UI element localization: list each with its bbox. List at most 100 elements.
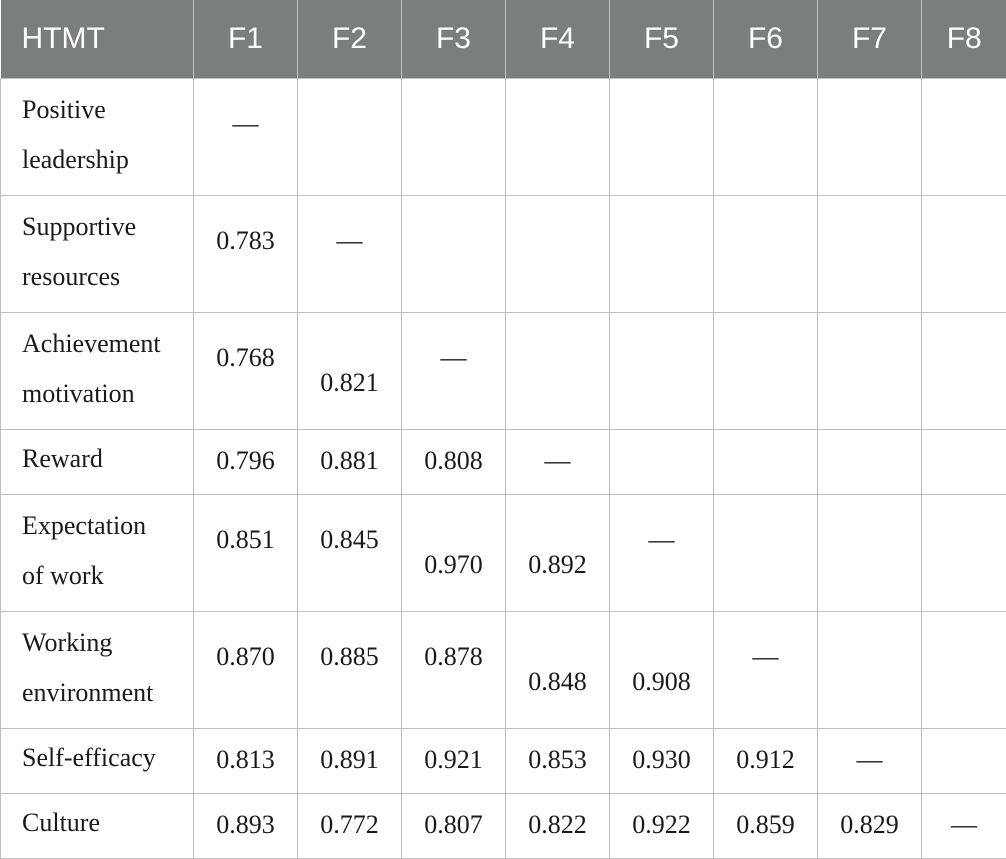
cell-value: 0.821 bbox=[298, 313, 401, 398]
header-f3: F3 bbox=[402, 0, 506, 79]
cell-value: — bbox=[194, 79, 297, 139]
cell-value: 0.853 bbox=[506, 729, 609, 775]
table-cell: 0.829 bbox=[818, 794, 922, 859]
table-cell bbox=[714, 196, 818, 313]
table-cell bbox=[714, 430, 818, 495]
table-cell: 0.930 bbox=[610, 729, 714, 794]
cell-value: 0.881 bbox=[298, 430, 401, 476]
row-label-line: leadership bbox=[22, 135, 193, 185]
table-cell: 0.870 bbox=[194, 612, 298, 729]
header-f8: F8 bbox=[922, 0, 1006, 79]
table-cell bbox=[818, 495, 922, 612]
table-cell bbox=[922, 729, 1006, 794]
table-row: Achievement motivation 0.768 0.821 — bbox=[1, 313, 1006, 430]
table-row: Expectation of work 0.851 0.845 0.970 0.… bbox=[1, 495, 1006, 612]
table-cell bbox=[610, 196, 714, 313]
table-row: Reward 0.796 0.881 0.808 — bbox=[1, 430, 1006, 495]
table-cell: 0.912 bbox=[714, 729, 818, 794]
table-cell: 0.807 bbox=[402, 794, 506, 859]
table-cell: 0.768 bbox=[194, 313, 298, 430]
table-cell: 0.878 bbox=[402, 612, 506, 729]
header-f1: F1 bbox=[194, 0, 298, 79]
cell-value: — bbox=[506, 430, 609, 476]
row-label-line: resources bbox=[22, 252, 193, 302]
cell-value: 0.885 bbox=[298, 612, 401, 672]
cell-value: 0.851 bbox=[194, 495, 297, 555]
header-row: HTMT F1 F2 F3 F4 F5 F6 F7 F8 bbox=[1, 0, 1006, 79]
cell-value: 0.822 bbox=[506, 794, 609, 840]
cell-value: 0.772 bbox=[298, 794, 401, 840]
cell-value: — bbox=[714, 612, 817, 672]
row-label-line: Working bbox=[22, 618, 193, 668]
row-label-line: of work bbox=[22, 551, 193, 601]
row-label: Reward bbox=[1, 430, 194, 495]
table-cell bbox=[714, 313, 818, 430]
table-cell bbox=[922, 430, 1006, 495]
row-label-line: Self-efficacy bbox=[22, 733, 193, 783]
cell-value: — bbox=[922, 794, 1006, 840]
header-f6: F6 bbox=[714, 0, 818, 79]
table-row: Culture 0.893 0.772 0.807 0.822 0.922 0.… bbox=[1, 794, 1006, 859]
table-cell: 0.908 bbox=[610, 612, 714, 729]
table-cell bbox=[818, 79, 922, 196]
row-label-line: Supportive bbox=[22, 202, 193, 252]
table-cell bbox=[714, 79, 818, 196]
table-cell bbox=[506, 313, 610, 430]
row-label-line: Expectation bbox=[22, 501, 193, 551]
table-cell: 0.851 bbox=[194, 495, 298, 612]
table-cell: — bbox=[922, 794, 1006, 859]
table-cell: — bbox=[194, 79, 298, 196]
row-label-line: motivation bbox=[22, 369, 193, 419]
row-label: Working environment bbox=[1, 612, 194, 729]
table-cell bbox=[402, 79, 506, 196]
table-cell: 0.853 bbox=[506, 729, 610, 794]
row-label: Positive leadership bbox=[1, 79, 194, 196]
table-cell: 0.821 bbox=[298, 313, 402, 430]
cell-value: 0.922 bbox=[610, 794, 713, 840]
row-label: Achievement motivation bbox=[1, 313, 194, 430]
cell-value: — bbox=[402, 313, 505, 373]
table-cell bbox=[714, 495, 818, 612]
table-cell bbox=[506, 79, 610, 196]
cell-value: 0.912 bbox=[714, 729, 817, 775]
table-cell bbox=[818, 612, 922, 729]
row-label-line: environment bbox=[22, 668, 193, 718]
cell-value: 0.859 bbox=[714, 794, 817, 840]
cell-value: 0.768 bbox=[194, 313, 297, 373]
table-cell: 0.859 bbox=[714, 794, 818, 859]
table-cell: — bbox=[610, 495, 714, 612]
table-cell: 0.885 bbox=[298, 612, 402, 729]
table-cell: 0.892 bbox=[506, 495, 610, 612]
cell-value: 0.796 bbox=[194, 430, 297, 476]
row-label: Supportive resources bbox=[1, 196, 194, 313]
table-cell: 0.772 bbox=[298, 794, 402, 859]
table-cell bbox=[610, 79, 714, 196]
cell-value: 0.921 bbox=[402, 729, 505, 775]
cell-value: — bbox=[298, 196, 401, 256]
table-cell bbox=[506, 196, 610, 313]
table-cell: 0.783 bbox=[194, 196, 298, 313]
table-cell bbox=[818, 430, 922, 495]
table-cell: 0.845 bbox=[298, 495, 402, 612]
header-f4: F4 bbox=[506, 0, 610, 79]
table-cell: 0.808 bbox=[402, 430, 506, 495]
cell-value: 0.870 bbox=[194, 612, 297, 672]
table-row: Self-efficacy 0.813 0.891 0.921 0.853 0.… bbox=[1, 729, 1006, 794]
cell-value: 0.845 bbox=[298, 495, 401, 555]
cell-value: 0.892 bbox=[506, 495, 609, 580]
cell-value: 0.908 bbox=[610, 612, 713, 697]
table-cell bbox=[922, 313, 1006, 430]
table-cell: — bbox=[402, 313, 506, 430]
table-cell bbox=[298, 79, 402, 196]
row-label-line: Reward bbox=[22, 434, 193, 484]
cell-value: 0.813 bbox=[194, 729, 297, 775]
table-cell bbox=[818, 313, 922, 430]
table-row: Positive leadership — bbox=[1, 79, 1006, 196]
row-label: Culture bbox=[1, 794, 194, 859]
table-cell bbox=[610, 430, 714, 495]
table-cell: 0.848 bbox=[506, 612, 610, 729]
cell-value: 0.808 bbox=[402, 430, 505, 476]
header-f7: F7 bbox=[818, 0, 922, 79]
table-cell: 0.922 bbox=[610, 794, 714, 859]
